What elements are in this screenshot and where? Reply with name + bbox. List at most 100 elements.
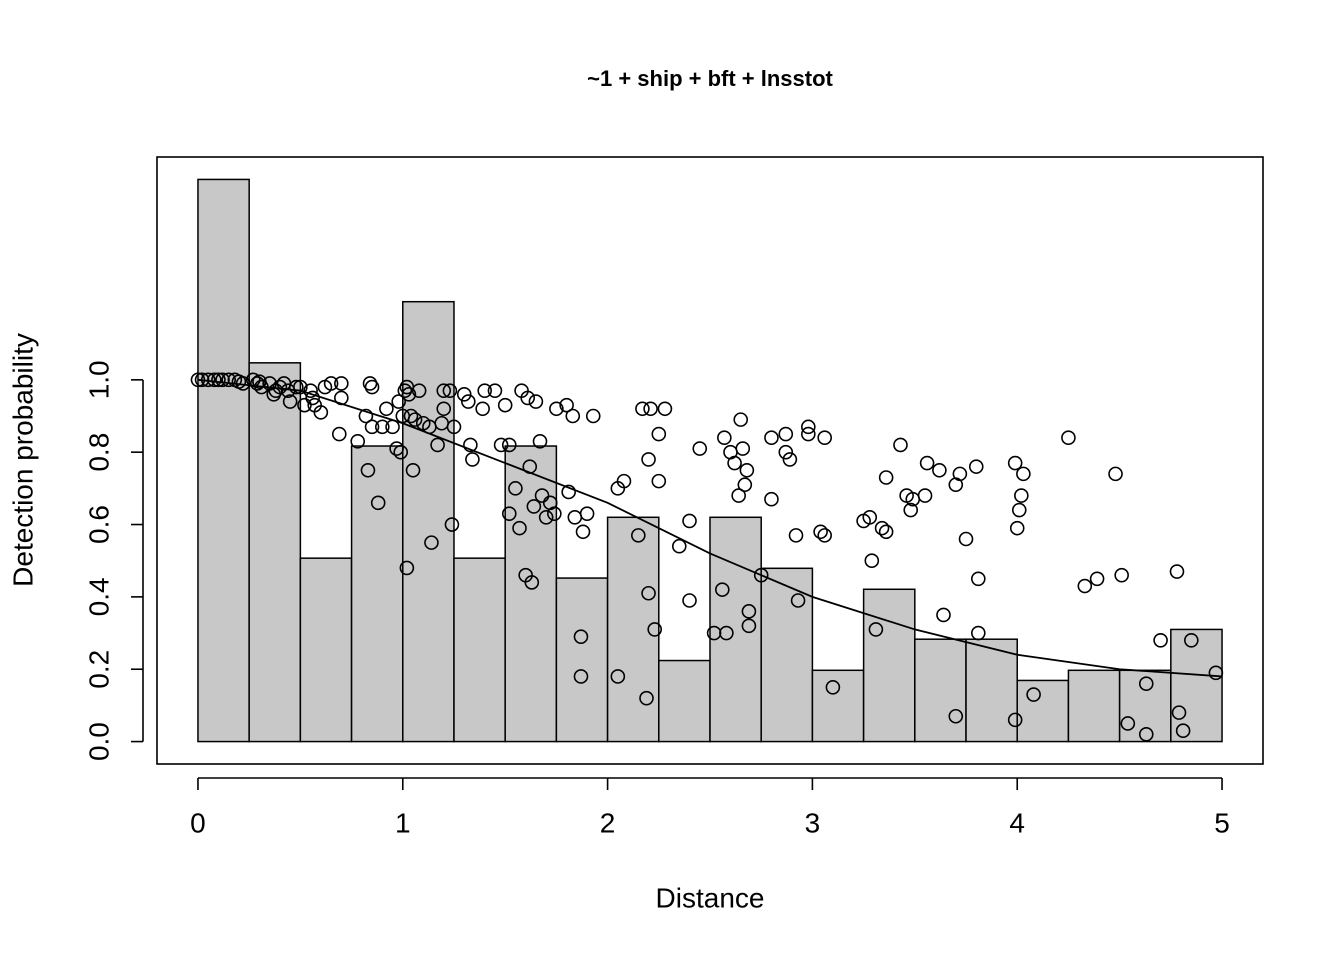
- data-point: [446, 419, 462, 435]
- data-point: [1120, 716, 1136, 731]
- data-point: [405, 462, 421, 478]
- data-point: [1138, 727, 1154, 742]
- data-point: [862, 509, 878, 525]
- data-point: [430, 437, 445, 453]
- data-point: [364, 379, 380, 395]
- data-point: [753, 567, 769, 583]
- data-point: [936, 607, 951, 623]
- data-point: [331, 426, 347, 442]
- x-tick-label: 4: [1009, 807, 1025, 838]
- data-point: [350, 434, 366, 449]
- data-point: [288, 379, 304, 395]
- data-point: [1169, 564, 1185, 579]
- data-point: [741, 618, 757, 634]
- data-point: [444, 517, 460, 532]
- data-point: [801, 419, 816, 435]
- data-point: [1153, 632, 1168, 648]
- x-tick-label: 1: [395, 807, 411, 838]
- data-point: [1077, 578, 1093, 594]
- data-point: [864, 553, 880, 569]
- data-point: [436, 401, 452, 417]
- histogram-bar: [862, 588, 916, 743]
- data-point: [631, 528, 646, 543]
- data-point: [559, 397, 574, 413]
- data-point: [733, 412, 749, 427]
- data-point: [782, 452, 798, 467]
- y-tick-label: 0.6: [83, 505, 114, 544]
- data-point: [917, 488, 933, 503]
- y-axis-label: Detection probability: [7, 333, 38, 587]
- histogram-bar: [299, 557, 353, 743]
- data-point: [739, 462, 755, 478]
- data-point: [391, 394, 406, 409]
- data-point: [463, 437, 478, 453]
- data-point: [297, 397, 312, 413]
- data-point: [501, 437, 517, 453]
- data-point: [1061, 430, 1076, 446]
- data-point: [813, 524, 828, 540]
- data-point: [764, 491, 779, 507]
- data-point: [364, 419, 380, 435]
- data-point: [801, 426, 816, 442]
- data-point: [487, 383, 503, 398]
- histogram-bar: [453, 557, 506, 743]
- data-point: [528, 394, 544, 409]
- data-point: [868, 622, 884, 637]
- data-point: [567, 509, 583, 525]
- x-tick-label: 3: [805, 807, 821, 838]
- data-point: [952, 466, 968, 482]
- data-point: [610, 669, 626, 684]
- histogram-bar: [504, 445, 558, 743]
- data-point: [682, 513, 697, 529]
- data-point: [573, 629, 589, 644]
- data-point: [497, 397, 513, 413]
- data-point: [1108, 466, 1123, 482]
- data-point: [524, 575, 540, 590]
- data-point: [407, 412, 423, 427]
- data-point: [764, 430, 779, 446]
- y-tick-label: 0.4: [83, 577, 114, 616]
- data-point: [731, 488, 746, 503]
- data-point: [692, 441, 708, 456]
- histogram-bar: [248, 362, 302, 743]
- y-tick-label: 1.0: [83, 360, 114, 399]
- data-point: [817, 430, 832, 446]
- chart-title: ~1 + ship + bft + lnsstot: [587, 66, 833, 91]
- data-point: [585, 408, 601, 424]
- histogram-bar: [658, 659, 711, 743]
- data-point: [1026, 687, 1041, 702]
- data-point: [211, 372, 226, 388]
- data-point: [293, 379, 308, 395]
- data-point: [370, 495, 386, 511]
- data-point: [461, 394, 476, 409]
- data-point: [727, 455, 742, 471]
- data-point: [893, 437, 908, 453]
- data-point: [714, 582, 730, 597]
- data-point: [579, 506, 595, 521]
- histogram-bar: [555, 577, 609, 743]
- data-point: [958, 531, 974, 547]
- data-point: [442, 383, 458, 398]
- data-point: [643, 401, 658, 417]
- data-point: [647, 622, 663, 637]
- data-point: [389, 441, 404, 456]
- data-point: [399, 560, 415, 576]
- histogram-bar: [1067, 669, 1121, 743]
- data-point: [1175, 723, 1191, 739]
- data-point: [1014, 488, 1029, 503]
- data-point: [903, 502, 919, 518]
- x-tick-label: 5: [1214, 807, 1230, 838]
- data-point: [379, 401, 394, 417]
- data-point: [719, 625, 734, 641]
- data-point: [1016, 466, 1031, 482]
- data-point: [1138, 676, 1154, 691]
- y-tick-label: 0.0: [83, 722, 114, 761]
- data-point: [778, 426, 794, 442]
- data-point: [635, 401, 650, 417]
- data-point: [657, 401, 673, 417]
- data-point: [526, 499, 542, 514]
- data-point: [932, 462, 947, 478]
- y-tick-label: 0.2: [83, 650, 114, 689]
